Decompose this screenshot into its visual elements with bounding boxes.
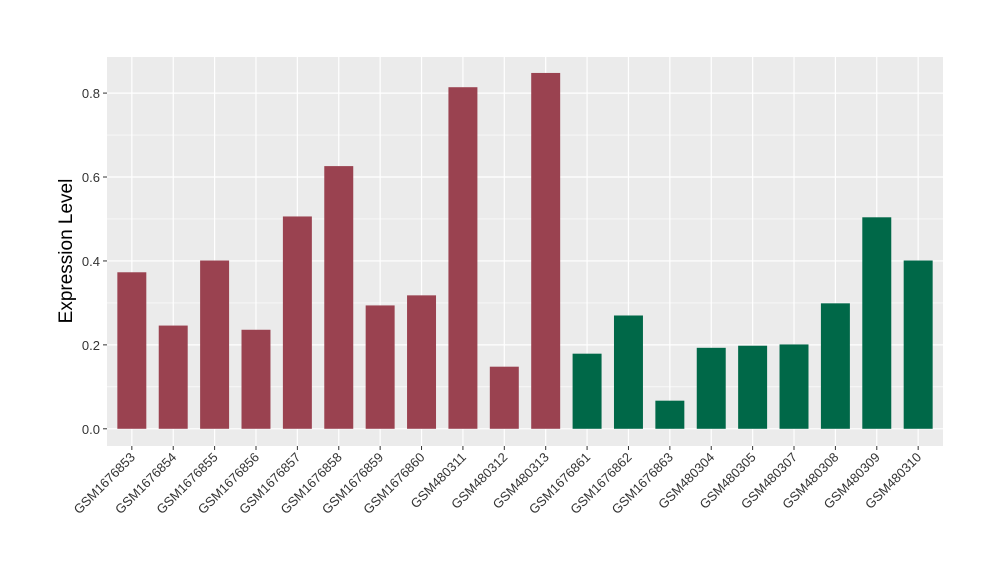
bar-GSM480312 [489,366,519,429]
bar-GSM1676858 [324,166,354,429]
bar-GSM1676861 [572,353,602,429]
bar-GSM480308 [820,303,850,429]
bar-GSM480311 [448,87,478,429]
y-tick-label: 0.2 [82,338,100,353]
bar-GSM1676856 [241,329,271,429]
bar-GSM1676857 [282,216,312,429]
bar-GSM480307 [779,344,809,429]
y-tick-label: 0.6 [82,170,100,185]
bar-GSM1676860 [407,295,437,429]
bar-GSM480310 [903,260,933,429]
bar-GSM480305 [738,345,768,429]
bar-GSM1676855 [200,260,230,429]
y-tick-label: 0.4 [82,254,100,269]
bar-GSM1676862 [613,315,643,429]
bar-GSM1676863 [655,400,685,429]
y-tick-label: 0.0 [82,422,100,437]
panel-background [107,57,943,446]
y-axis-label: Expression Level [56,179,77,324]
bar-GSM1676859 [365,305,395,429]
bar-GSM1676853 [117,272,147,429]
bar-GSM480313 [531,72,561,429]
bar-GSM480309 [862,217,892,429]
bar-GSM1676854 [158,325,188,429]
y-tick-label: 0.8 [82,86,100,101]
bar-GSM480304 [696,347,726,429]
